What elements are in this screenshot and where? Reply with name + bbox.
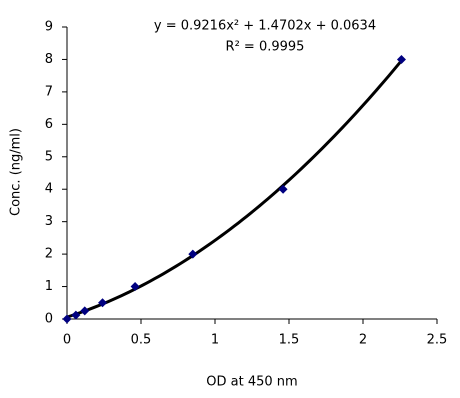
data-point <box>98 298 108 308</box>
y-tick-label: 5 <box>45 149 53 164</box>
x-tick-label: 0.5 <box>131 333 152 348</box>
y-tick-label: 0 <box>45 312 53 327</box>
x-axis-title: OD at 450 nm <box>206 375 297 390</box>
data-point <box>71 310 81 320</box>
y-tick-label: 3 <box>45 214 53 229</box>
y-tick-label: 6 <box>45 117 53 132</box>
x-tick-label: 0 <box>63 333 71 348</box>
trendline <box>66 59 403 319</box>
data-point <box>188 249 198 259</box>
y-tick-label: 9 <box>45 20 53 35</box>
y-tick-label: 2 <box>45 247 53 262</box>
x-tick-label: 1.5 <box>279 333 300 348</box>
y-tick-label: 8 <box>45 52 53 67</box>
y-tick-label: 4 <box>45 182 53 197</box>
trendline-equation: y = 0.9216x² + 1.4702x + 0.0634 <box>154 19 376 34</box>
data-point <box>130 282 140 292</box>
x-tick-label: 1 <box>211 333 219 348</box>
y-tick-label: 1 <box>45 279 53 294</box>
data-point <box>396 54 406 64</box>
r-squared: R² = 0.9995 <box>226 40 305 55</box>
y-tick-label: 7 <box>45 84 53 99</box>
y-axis-title: Conc. (ng/ml) <box>9 128 24 216</box>
x-tick-label: 2 <box>359 333 367 348</box>
data-point <box>278 184 288 194</box>
x-tick-label: 2.5 <box>427 333 448 348</box>
data-point <box>80 306 90 316</box>
data-point <box>62 314 72 324</box>
